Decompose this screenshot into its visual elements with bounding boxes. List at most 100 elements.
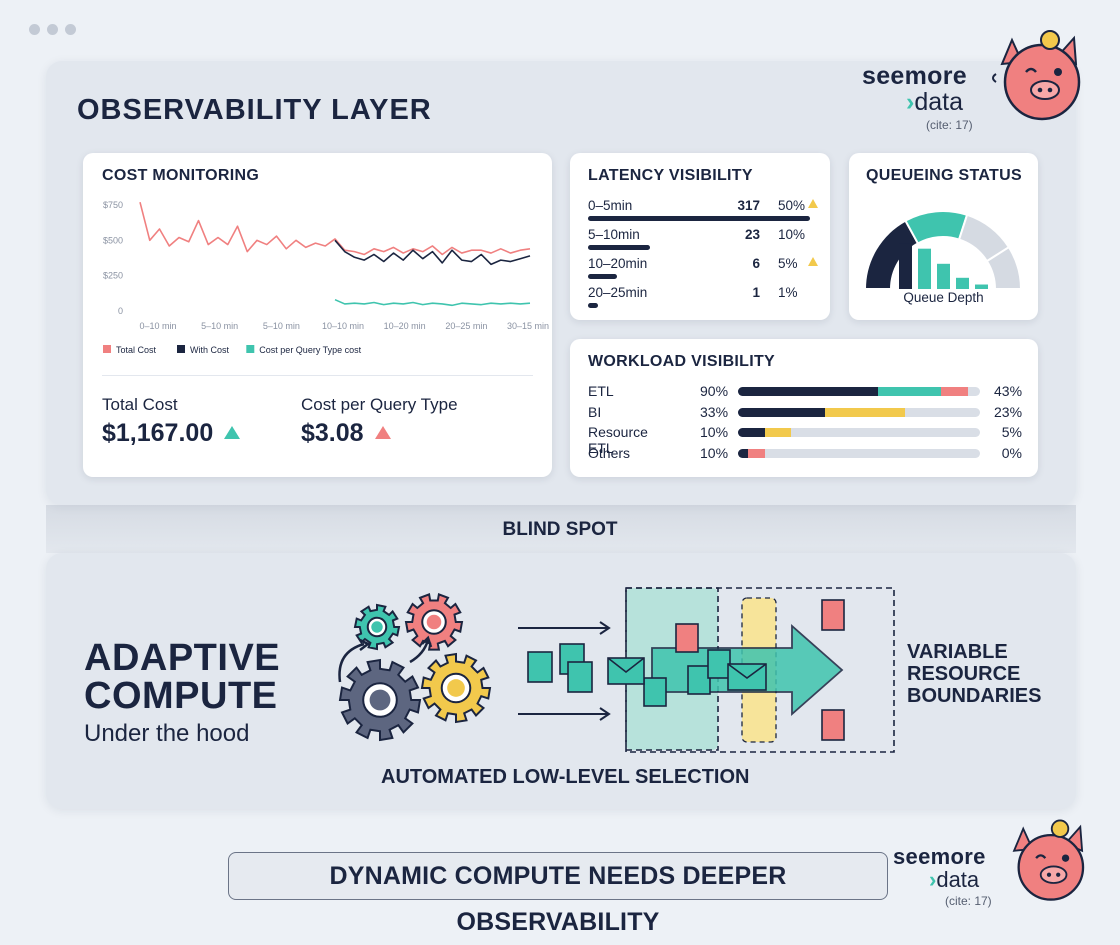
cost-per-query-value: $3.08 — [301, 419, 391, 448]
x-tick-label: 30–15 min — [507, 321, 549, 331]
series-line — [334, 239, 531, 266]
workload-bar-segment — [747, 448, 765, 458]
workload-bar — [738, 407, 980, 417]
latency-pct: 50% — [778, 198, 806, 213]
latency-pct: 10% — [778, 227, 806, 242]
queueing-title: QUEUEING STATUS — [866, 167, 1022, 184]
automated-selection-caption: AUTOMATED LOW-LEVEL SELECTION — [381, 766, 750, 788]
workload-bar-segment — [941, 387, 968, 396]
workload-bar-segment — [738, 448, 748, 458]
adaptive-subtitle: Under the hood — [84, 720, 250, 747]
total-cost-label: Total Cost — [102, 395, 178, 414]
boundaries-label-line1: VARIABLE — [907, 641, 1008, 663]
trend-up-icon — [374, 426, 391, 439]
workload-bar-segment — [738, 387, 879, 396]
brand-name-line2: data — [936, 867, 980, 892]
brand-logo-bottom: seemore ›data (cite: 17) — [893, 844, 992, 908]
queueing-status-card: QUEUEING STATUS Queue Depth — [849, 153, 1038, 320]
y-tick-label: $750 — [103, 200, 123, 210]
y-tick-label: $500 — [103, 235, 123, 245]
workload-bar-segment — [738, 407, 826, 417]
latency-count: 6 — [752, 256, 760, 271]
workload-bar — [738, 387, 980, 396]
blind-spot-label: BLIND SPOT — [502, 519, 618, 540]
workload-pct-right: 5% — [1001, 424, 1022, 440]
latency-count: 23 — [744, 227, 760, 242]
window-dot[interactable] — [65, 24, 76, 35]
brand-logo-top: seemore ›data (cite: 17) — [862, 62, 973, 132]
brand-chevron: › — [929, 867, 937, 892]
latency-title: LATENCY VISIBILITY — [588, 167, 753, 184]
window-dot[interactable] — [29, 24, 40, 35]
x-tick-label: 10–20 min — [384, 321, 426, 331]
workload-visibility-card: WORKLOAD VISIBILITY ETL 90% 43% BI 33% 23% Res… — [570, 339, 1038, 477]
x-tick-label: 5–10 min — [201, 321, 238, 331]
queue-bar — [975, 284, 988, 289]
observability-title: OBSERVABILITY LAYER — [77, 94, 432, 126]
legend-label: Cost per Query Type cost — [259, 345, 361, 355]
resource-flow-diagram — [518, 587, 895, 753]
total-cost-amount: $1,167.00 — [102, 419, 214, 447]
y-tick-label: 0 — [118, 306, 123, 316]
window-dot[interactable] — [47, 24, 58, 35]
workload-bar-segment — [764, 428, 792, 437]
adaptive-title-line2: COMPUTE — [84, 675, 278, 717]
latency-bar — [588, 274, 617, 279]
latency-bar — [588, 245, 651, 250]
queue-bar — [956, 277, 969, 289]
envelope-icon — [607, 657, 767, 691]
x-tick-label: 5–10 min — [263, 321, 300, 331]
brand-name-line1: seemore — [893, 844, 986, 869]
workload-pct-left: 10% — [700, 444, 729, 461]
cost-per-query-amount: $3.08 — [301, 419, 364, 447]
legend-label: With Cost — [190, 345, 230, 355]
x-tick-label: 10–10 min — [322, 321, 364, 331]
workload-label: Resource ETL — [588, 424, 648, 456]
gauge-segment — [904, 210, 969, 245]
workload-pct-right: 0% — [1001, 444, 1022, 461]
latency-pct: 1% — [778, 285, 798, 300]
window-controls — [29, 22, 83, 40]
latency-range: 20–25min — [588, 285, 648, 300]
conclusion-banner: DYNAMIC COMPUTE NEEDS DEEPER OBSERVABILI… — [228, 852, 888, 936]
workload-label: ETL — [588, 383, 614, 399]
legend-swatch — [103, 345, 111, 353]
legend-swatch — [246, 345, 255, 353]
boundaries-label-line3: BOUNDARIES — [907, 685, 1042, 707]
series-line — [139, 201, 531, 256]
adaptive-compute-panel — [46, 553, 1076, 809]
latency-range: 5–10min — [588, 227, 640, 242]
cost-chart: $750 $500 $250 0 0–10 min 5–10 min 5–10 min 10–… — [103, 200, 549, 355]
trend-up-icon — [224, 426, 241, 439]
cost-monitoring-title: COST MONITORING — [102, 167, 260, 184]
queue-bar — [899, 243, 912, 289]
blind-spot-band — [46, 505, 1076, 553]
workload-bar — [738, 428, 980, 437]
workload-title: WORKLOAD VISIBILITY — [588, 353, 776, 370]
gauge-segment — [985, 245, 1023, 290]
boundaries-label-line2: RESOURCE — [907, 663, 1021, 685]
latency-bar — [588, 216, 810, 221]
x-tick-label: 20–25 min — [445, 321, 487, 331]
workload-bar-segment — [878, 387, 942, 396]
brand-cite: (cite: 17) — [926, 118, 973, 132]
warning-icon — [808, 257, 818, 266]
workload-bar-segment — [825, 407, 905, 417]
gears-icon — [338, 593, 492, 742]
legend-label: Total Cost — [116, 345, 157, 355]
pig-mascot-icon — [1012, 819, 1085, 901]
cost-per-query-label: Cost per Query Type — [301, 395, 458, 414]
latency-range: 10–20min — [588, 256, 648, 271]
series-line — [334, 298, 531, 307]
y-tick-label: $250 — [103, 271, 123, 281]
workload-pct-right: 43% — [994, 383, 1023, 399]
pig-mascot-icon — [992, 30, 1081, 121]
queue-bar — [918, 248, 931, 289]
brand-name-line1: seemore — [862, 62, 967, 90]
queue-depth-caption: Queue Depth — [903, 290, 984, 305]
latency-count: 317 — [737, 198, 760, 213]
workload-label: BI — [588, 403, 602, 420]
cost-monitoring-card: COST MONITORING $750 $500 $250 0 0–10 min 5–1… — [83, 153, 552, 477]
legend-swatch — [177, 345, 185, 353]
brand-chevron: › — [906, 88, 915, 116]
